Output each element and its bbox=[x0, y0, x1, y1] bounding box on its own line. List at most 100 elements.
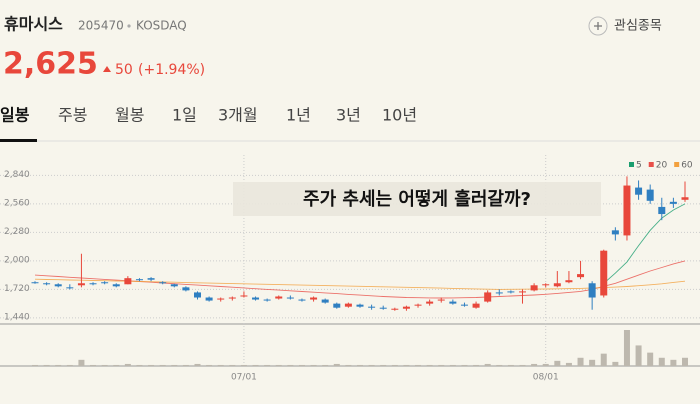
change-pct: (+1.94%) bbox=[138, 62, 205, 78]
tab[interactable]: 월봉 bbox=[115, 106, 144, 125]
volume-bar bbox=[240, 364, 247, 366]
candle-body bbox=[484, 292, 492, 302]
candle-body bbox=[275, 296, 283, 299]
candle-body bbox=[402, 306, 410, 309]
candle-body bbox=[31, 282, 39, 284]
moving-average-line bbox=[34, 260, 686, 299]
candle-body bbox=[333, 303, 341, 308]
volume-bar bbox=[368, 364, 375, 366]
volume-bar bbox=[554, 360, 561, 366]
volume-bar bbox=[484, 363, 491, 366]
y-tick-label: 2,560 bbox=[4, 198, 30, 208]
y-tick-label: 1,720 bbox=[4, 284, 30, 294]
candle-body bbox=[344, 303, 352, 307]
volume-bar bbox=[345, 364, 352, 366]
volume-bar bbox=[148, 364, 155, 366]
tab[interactable]: 주봉 bbox=[58, 106, 87, 125]
candle-body bbox=[217, 298, 225, 300]
x-tick-label: 07/01 bbox=[231, 373, 257, 383]
volume-bar bbox=[217, 364, 224, 366]
legend-label: 5 bbox=[636, 161, 642, 171]
candle-body bbox=[414, 304, 422, 306]
volume-bar bbox=[391, 364, 398, 366]
volume-bar bbox=[55, 364, 62, 366]
y-tick-label: 2,280 bbox=[4, 227, 30, 237]
volume-bar bbox=[124, 363, 131, 366]
stock-name: 휴마시스 bbox=[4, 15, 63, 34]
legend-label: 60 bbox=[681, 161, 693, 171]
volume-bar bbox=[600, 353, 607, 366]
volume-bar bbox=[426, 364, 433, 366]
volume-bar bbox=[519, 364, 526, 366]
candle-body bbox=[112, 284, 120, 287]
volume-bar bbox=[531, 363, 538, 366]
candle-body bbox=[588, 283, 596, 298]
candle-body bbox=[356, 304, 364, 307]
tab[interactable]: 1일 bbox=[172, 106, 197, 125]
volume-bar bbox=[380, 364, 387, 366]
tab[interactable]: 1년 bbox=[286, 106, 311, 125]
candle-body bbox=[43, 283, 51, 285]
watch-label[interactable]: 관심종목 bbox=[614, 19, 662, 34]
candle-body bbox=[600, 250, 608, 296]
tab[interactable]: 3개월 bbox=[218, 106, 258, 125]
volume-bar bbox=[298, 364, 305, 366]
volume-bar bbox=[66, 364, 73, 366]
candle-body bbox=[472, 303, 480, 308]
volume-bar bbox=[275, 364, 282, 366]
candle-body bbox=[681, 197, 689, 200]
candle-body bbox=[66, 287, 74, 289]
x-tick-label: 08/01 bbox=[533, 373, 559, 383]
volume-bar bbox=[206, 364, 213, 366]
candle-body bbox=[542, 284, 550, 286]
candle-body bbox=[611, 230, 619, 235]
candle-body bbox=[101, 282, 109, 284]
candle-body bbox=[565, 280, 573, 283]
candle-body bbox=[147, 278, 155, 280]
candle-body bbox=[669, 201, 677, 204]
volume-bar bbox=[496, 364, 503, 366]
legend-swatch bbox=[648, 162, 654, 167]
volume-bar bbox=[322, 364, 329, 366]
y-tick-label: 2,000 bbox=[4, 255, 30, 265]
candle-body bbox=[135, 279, 143, 281]
volume-bar bbox=[682, 357, 688, 366]
candle-body bbox=[194, 292, 201, 298]
stock-code: 205470 bbox=[78, 19, 124, 33]
candle-body bbox=[391, 308, 399, 310]
candle-body bbox=[646, 189, 654, 201]
legend-label: 20 bbox=[656, 161, 668, 171]
caption-box bbox=[233, 182, 601, 216]
candle-body bbox=[252, 297, 260, 300]
price: 2,625 bbox=[3, 47, 98, 82]
tab[interactable]: 일봉 bbox=[0, 106, 30, 125]
candle-body bbox=[623, 185, 631, 236]
y-tick-label: 2,840 bbox=[4, 170, 30, 180]
tab[interactable]: 10년 bbox=[382, 106, 417, 125]
volume-bar bbox=[461, 364, 468, 366]
volume-bar bbox=[333, 363, 340, 366]
candle-body bbox=[507, 291, 515, 293]
volume-bar bbox=[32, 364, 38, 366]
candle-body bbox=[89, 283, 97, 285]
candle-body bbox=[182, 287, 190, 291]
volume-bar bbox=[403, 364, 410, 366]
volume-bar bbox=[78, 359, 85, 366]
candle-body bbox=[124, 278, 132, 285]
volume-bar bbox=[90, 364, 97, 366]
volume-bar bbox=[635, 345, 642, 366]
candle-body bbox=[379, 307, 387, 309]
volume-bar bbox=[577, 357, 584, 366]
volume-bar bbox=[159, 364, 166, 366]
candle-body bbox=[263, 299, 271, 301]
tab[interactable]: 3년 bbox=[336, 106, 361, 125]
watch-button[interactable]: 관심종목 bbox=[588, 16, 662, 36]
candle-body bbox=[460, 304, 468, 306]
candle-body bbox=[577, 274, 585, 278]
volume-bar bbox=[670, 359, 677, 366]
candle-body bbox=[437, 299, 445, 301]
volume-bar bbox=[507, 364, 514, 366]
candle-body bbox=[449, 301, 457, 304]
volume-bar bbox=[43, 364, 50, 366]
candle-body bbox=[495, 292, 503, 294]
